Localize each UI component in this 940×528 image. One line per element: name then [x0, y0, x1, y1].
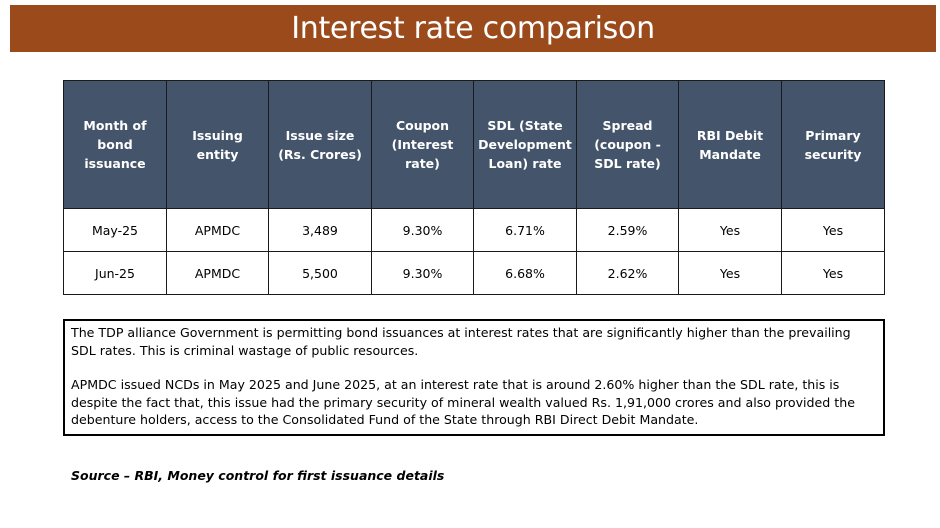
cell-rbi-debit-mandate: Yes — [678, 208, 782, 252]
source-note: Source – RBI, Money control for first is… — [71, 468, 445, 483]
cell-rbi-debit-mandate: Yes — [678, 251, 782, 295]
header-rbi-debit-mandate: RBI Debit Mandate — [678, 80, 782, 209]
cell-primary-security: Yes — [781, 251, 885, 295]
table-header-row: Month of bond issuance Issuing entity Is… — [63, 80, 885, 209]
cell-issue-size: 3,489 — [268, 208, 372, 252]
header-spread: Spread (coupon - SDL rate) — [576, 80, 679, 209]
cell-month: May-25 — [63, 208, 167, 252]
title-bar: Interest rate comparison — [10, 5, 936, 52]
header-month: Month of bond issuance — [63, 80, 167, 209]
commentary-box: The TDP alliance Government is permittin… — [63, 319, 885, 436]
cell-issuing-entity: APMDC — [166, 251, 269, 295]
cell-sdl-rate: 6.71% — [473, 208, 577, 252]
rate-comparison-table: Month of bond issuance Issuing entity Is… — [63, 80, 885, 295]
commentary-paragraph-1: The TDP alliance Government is permittin… — [71, 325, 851, 358]
header-issue-size: Issue size (Rs. Crores) — [268, 80, 372, 209]
cell-month: Jun-25 — [63, 251, 167, 295]
cell-issuing-entity: APMDC — [166, 208, 269, 252]
cell-coupon: 9.30% — [371, 208, 474, 252]
table-row: May-25 APMDC 3,489 9.30% 6.71% 2.59% Yes… — [63, 208, 885, 252]
cell-issue-size: 5,500 — [268, 251, 372, 295]
cell-spread: 2.62% — [576, 251, 679, 295]
cell-primary-security: Yes — [781, 208, 885, 252]
cell-coupon: 9.30% — [371, 251, 474, 295]
cell-spread: 2.59% — [576, 208, 679, 252]
table-row: Jun-25 APMDC 5,500 9.30% 6.68% 2.62% Yes… — [63, 251, 885, 295]
header-primary-security: Primary security — [781, 80, 885, 209]
header-issuing-entity: Issuing entity — [166, 80, 269, 209]
page-title: Interest rate comparison — [291, 11, 655, 46]
header-sdl-rate: SDL (State Development Loan) rate — [473, 80, 577, 209]
cell-sdl-rate: 6.68% — [473, 251, 577, 295]
commentary-paragraph-2: APMDC issued NCDs in May 2025 and June 2… — [71, 377, 855, 427]
header-coupon: Coupon (Interest rate) — [371, 80, 474, 209]
